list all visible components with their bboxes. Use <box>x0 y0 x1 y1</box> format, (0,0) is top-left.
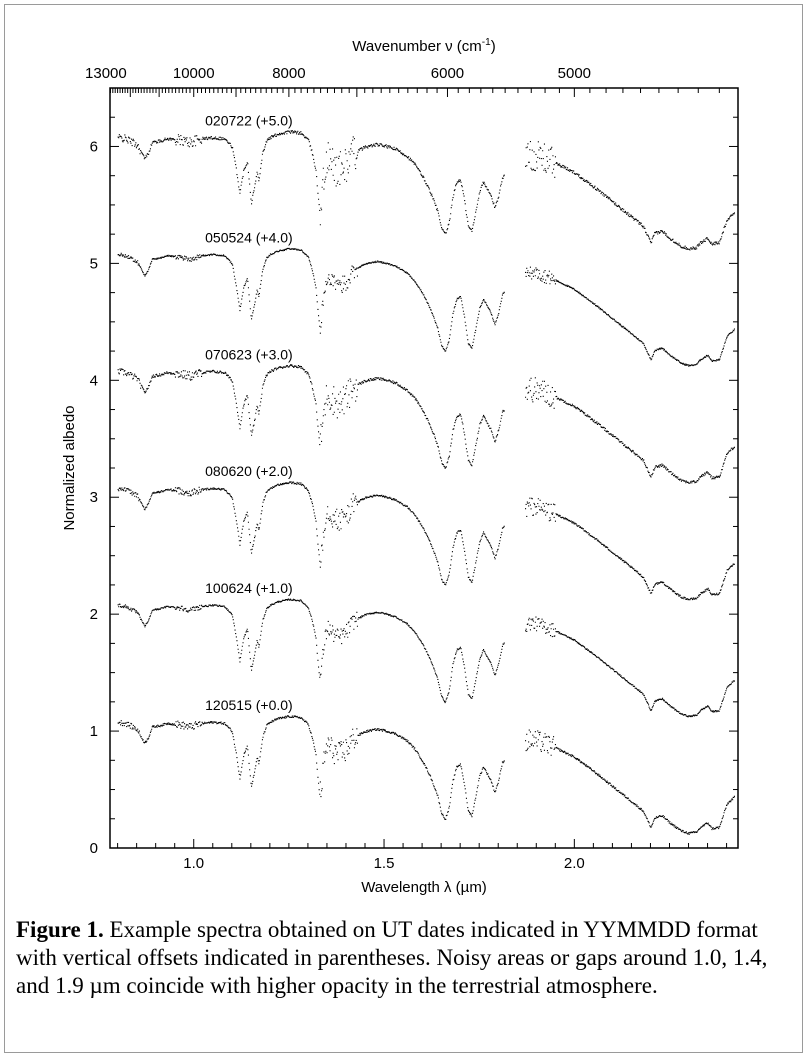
y-tick-label: 1 <box>90 723 98 740</box>
y-axis-title: Normalized albedo <box>61 405 78 530</box>
spectrum-series <box>117 364 736 484</box>
top-axis-ticks: 13000 10000 8000 6000 5000 <box>85 65 720 97</box>
caption-lead: Figure 1. <box>16 917 104 942</box>
series-label: 070623 (+3.0) <box>205 346 293 362</box>
top-tick-label: 13000 <box>85 65 127 82</box>
spectrum-points <box>117 598 736 718</box>
series-labels: 020722 (+5.0) 050524 (+4.0) 070623 (+3.0) 0… <box>205 112 293 713</box>
left-axis-ticks: 0 1 2 3 4 5 6 <box>90 87 738 857</box>
top-tick-label: 6000 <box>431 65 464 82</box>
top-tick-label: 8000 <box>272 65 305 82</box>
top-tick-label: 10000 <box>173 65 215 82</box>
series-label: 120515 (+0.0) <box>205 697 293 713</box>
top-tick-label: 5000 <box>558 65 591 82</box>
figure-frame <box>4 4 803 1053</box>
y-tick-label: 0 <box>90 840 98 857</box>
series-label: 080620 (+2.0) <box>205 463 293 479</box>
x-axis-title: Wavelength λ (µm) <box>361 879 487 896</box>
spectrum-series <box>117 715 736 835</box>
x-tick-label: 2.0 <box>564 855 585 872</box>
spectrum-points <box>117 481 736 601</box>
x-tick-label: 1.0 <box>183 855 204 872</box>
figure-caption: Figure 1. Example spectra obtained on UT… <box>16 916 786 1000</box>
spectra-chart: 13000 10000 8000 6000 5000 1.0 1.5 2.0 0 1 2 3 4 5 6… <box>61 37 739 896</box>
top-axis-title: Wavenumber ν (cm-1) <box>352 37 495 55</box>
series-label: 100624 (+1.0) <box>205 580 293 596</box>
spectrum-series <box>117 481 736 601</box>
bottom-axis-ticks: 1.0 1.5 2.0 <box>117 839 728 872</box>
y-tick-label: 2 <box>90 606 98 623</box>
spectrum-series <box>117 598 736 718</box>
series-label: 050524 (+4.0) <box>205 229 293 245</box>
y-tick-label: 5 <box>90 255 98 272</box>
spectrum-points <box>117 715 736 835</box>
caption-text: Example spectra obtained on UT dates ind… <box>16 917 768 998</box>
y-tick-label: 4 <box>90 372 98 389</box>
y-tick-label: 6 <box>90 138 98 155</box>
x-tick-label: 1.5 <box>374 855 395 872</box>
y-tick-label: 3 <box>90 489 98 506</box>
series-layer <box>117 130 736 835</box>
spectrum-points <box>117 364 736 484</box>
series-label: 020722 (+5.0) <box>205 112 293 128</box>
